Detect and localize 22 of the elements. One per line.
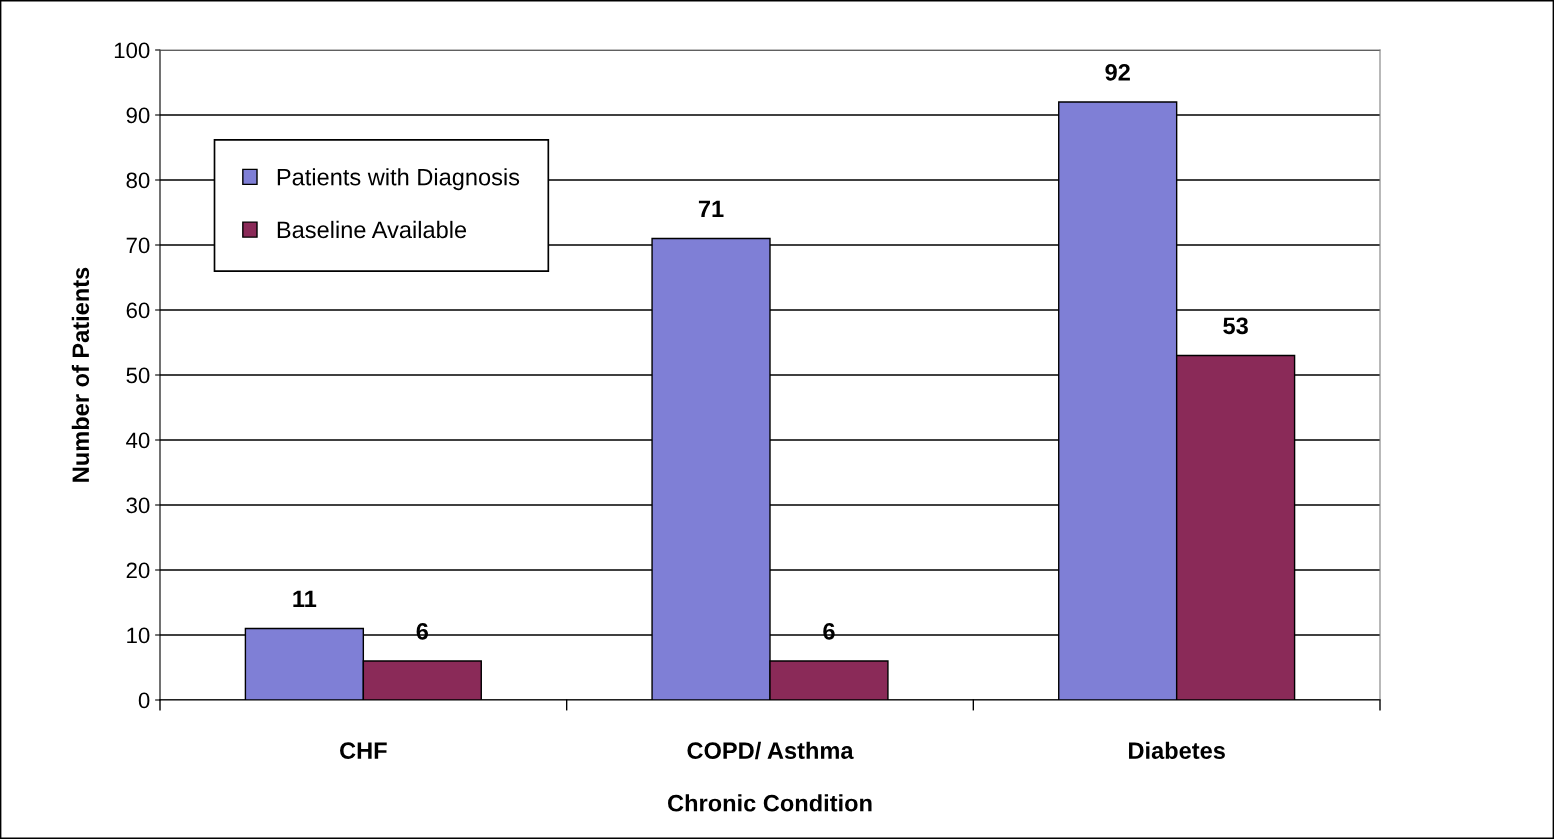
y-tick-label: 60 xyxy=(126,302,150,319)
y-tick-label: 40 xyxy=(126,432,150,449)
x-tick-label: Diabetes xyxy=(1129,741,1225,760)
x-axis-title: Chronic Condition xyxy=(668,794,872,812)
y-tick-label: 30 xyxy=(126,497,150,514)
data-label: 53 xyxy=(1223,317,1248,335)
y-tick-label: 0 xyxy=(138,692,150,709)
x-tick-label: COPD/ Asthma xyxy=(687,741,854,760)
legend-label: Baseline Available xyxy=(277,220,467,239)
y-tick-label: 90 xyxy=(126,107,150,124)
x-tick-label: CHF xyxy=(340,742,387,760)
y-axis-title: Number of Patients xyxy=(71,267,90,482)
y-tick-label: 50 xyxy=(126,367,150,384)
y-tick-label: 10 xyxy=(127,627,150,644)
y-tick-label: 20 xyxy=(126,562,150,579)
y-tick-label: 70 xyxy=(126,237,150,254)
y-tick-label: 100 xyxy=(114,42,150,59)
data-label: 11 xyxy=(293,590,317,607)
legend-label: Patients with Diagnosis xyxy=(277,168,520,191)
data-label: 92 xyxy=(1105,63,1130,81)
y-tick-label: 80 xyxy=(126,172,150,189)
data-label: 71 xyxy=(698,200,724,217)
